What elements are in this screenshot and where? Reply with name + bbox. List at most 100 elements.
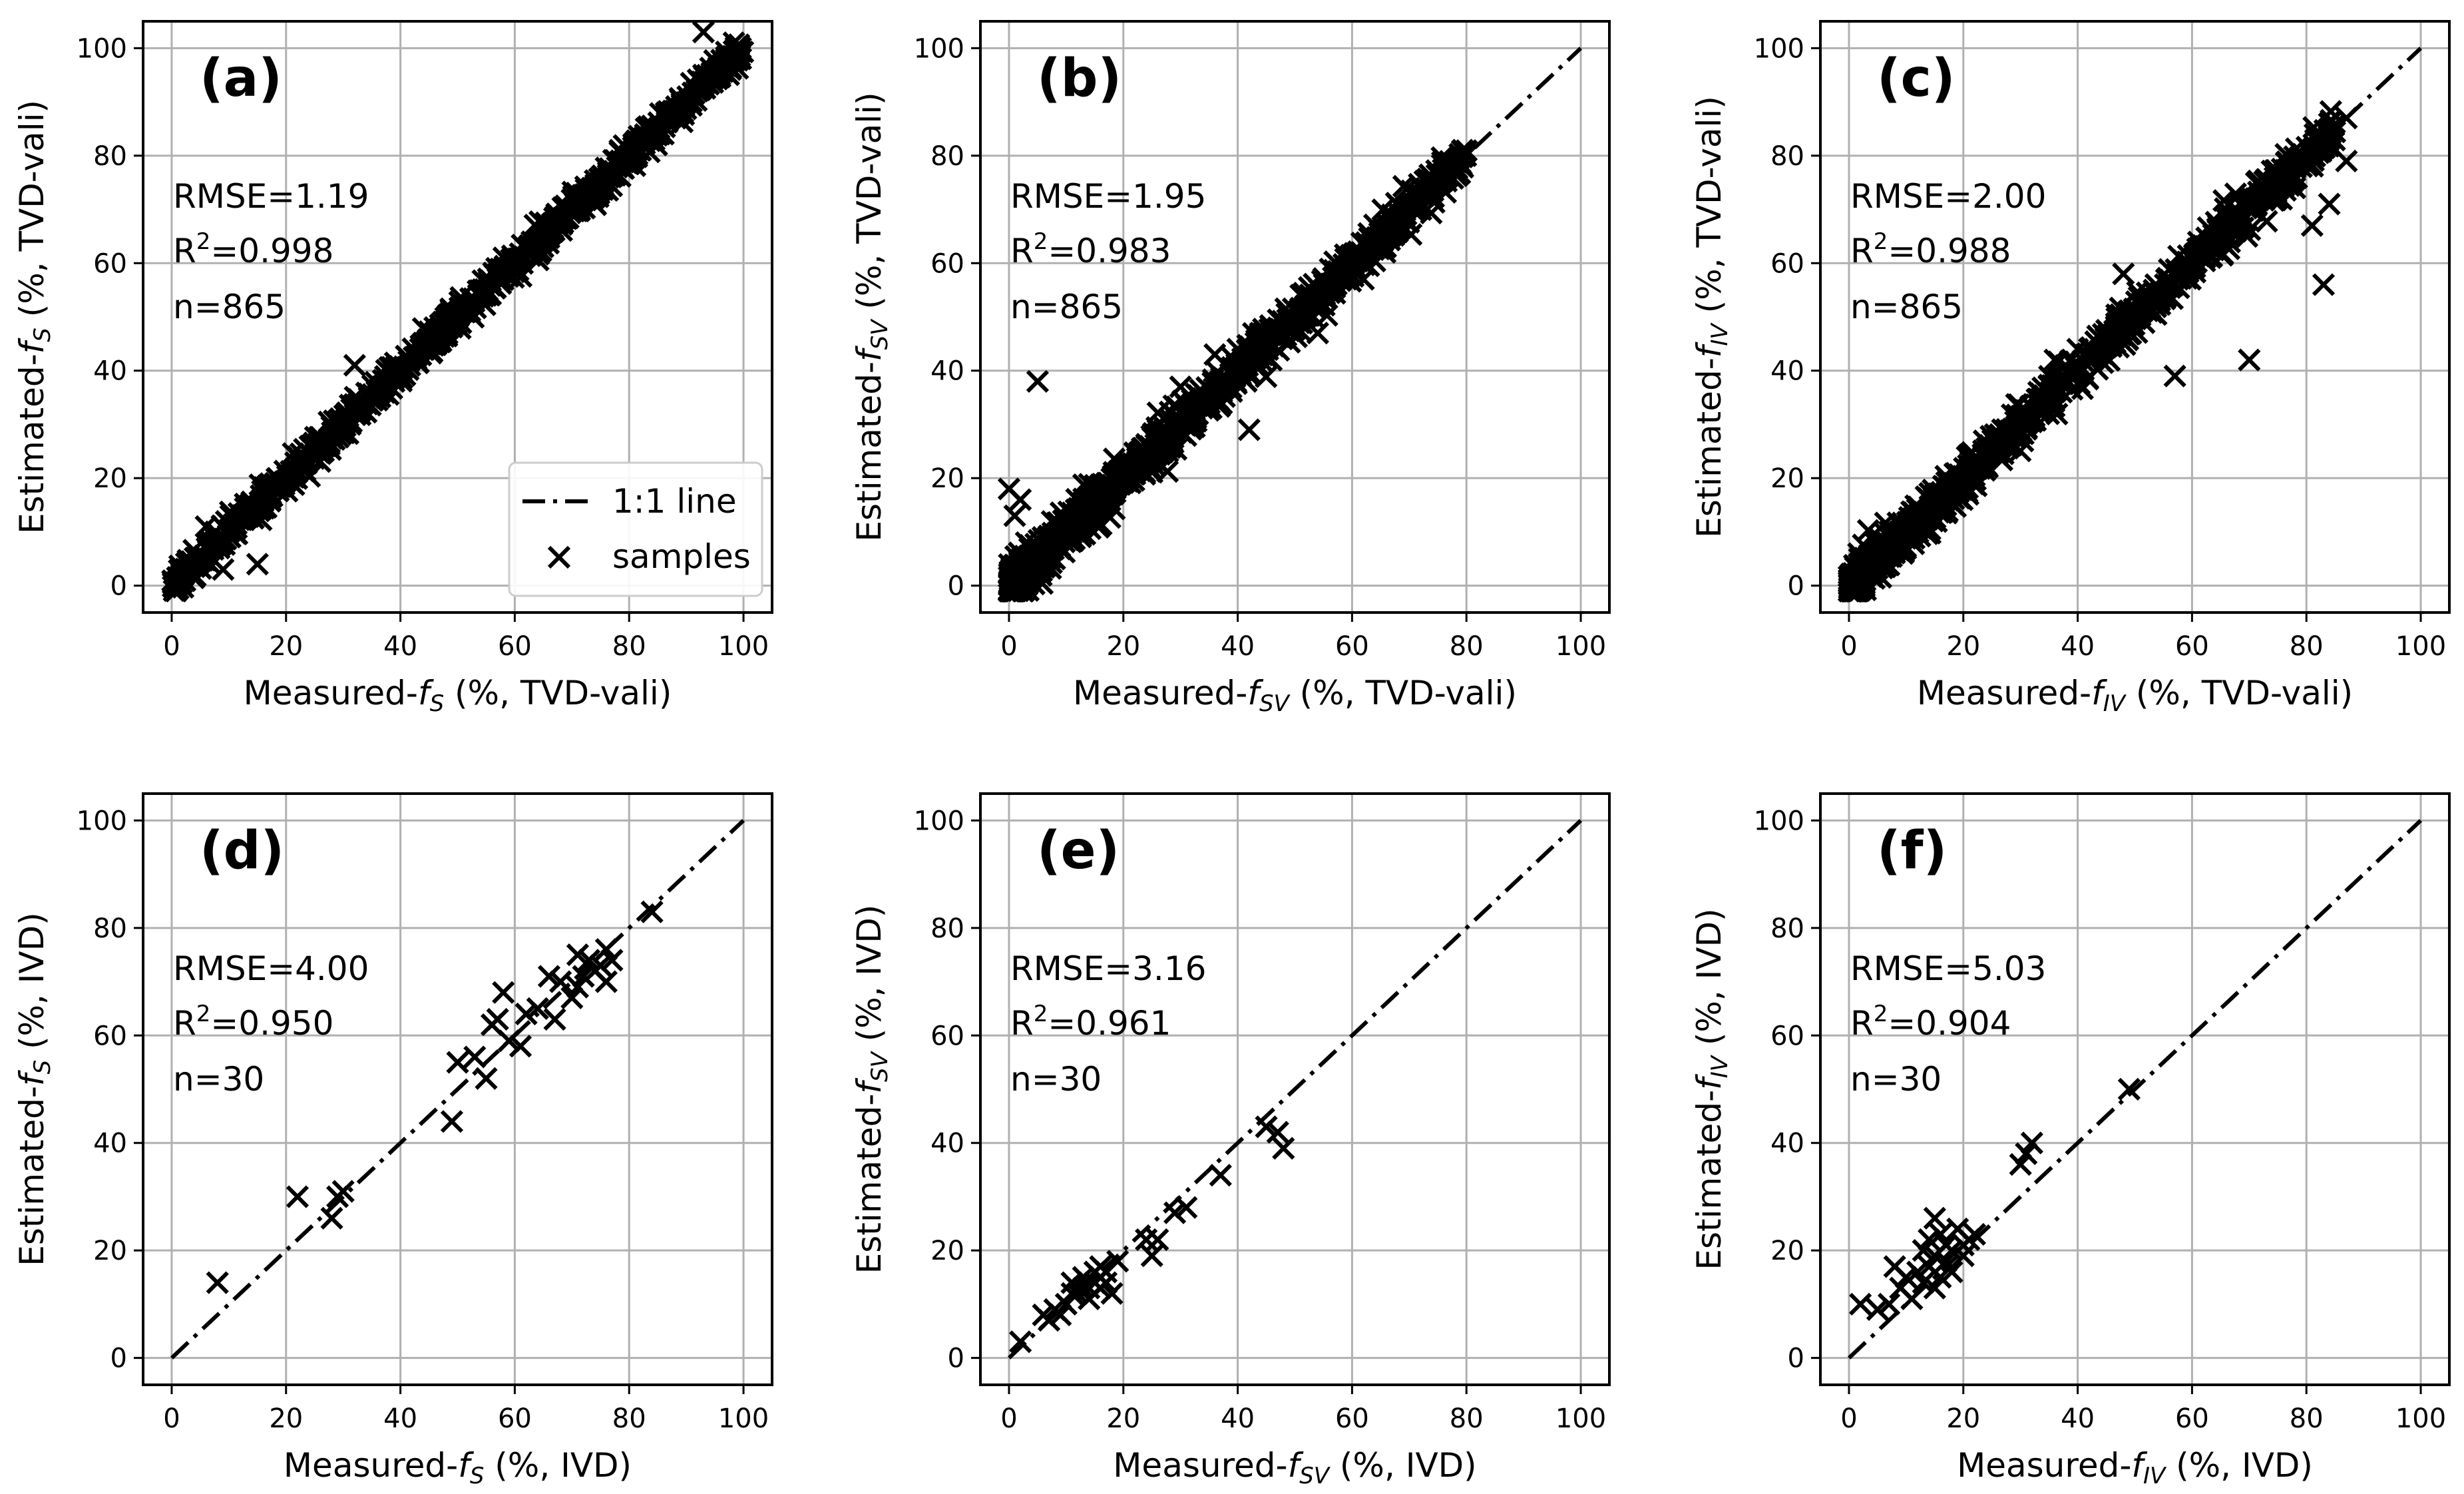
y-tick-label: 40 <box>930 356 964 387</box>
y-tick-label: 0 <box>948 1344 964 1374</box>
sample-point <box>1894 1266 1918 1289</box>
x-tick-label: 40 <box>1221 631 1255 662</box>
axes-frame <box>1819 20 2451 614</box>
y-axis-label: Estimated-fSV (%, TVD-vali) <box>850 92 893 541</box>
sample-point <box>286 445 309 469</box>
x-tick-label: 0 <box>1000 631 1017 662</box>
sample-point <box>1230 359 1253 383</box>
axes-frame <box>142 792 773 1386</box>
sample-point <box>2020 1131 2043 1154</box>
sample-markers <box>1009 1115 1295 1354</box>
x-tick-label: 60 <box>498 1403 532 1434</box>
y-axis-label: Estimated-fS (%, IVD) <box>13 912 56 1266</box>
gridlines <box>143 794 772 1385</box>
sample-point <box>1999 434 2022 457</box>
y-tick-label: 80 <box>93 141 127 172</box>
x-tick-label: 80 <box>2290 1403 2324 1434</box>
sample-point <box>2232 216 2255 240</box>
sample-point <box>1847 564 1870 587</box>
sample-point <box>692 21 716 44</box>
sample-point <box>180 550 203 573</box>
sample-point <box>2149 282 2172 305</box>
sample-point <box>1965 457 1989 480</box>
x-axis-label: Measured-fSV (%, IVD) <box>1113 1446 1476 1489</box>
y-tick-label: 20 <box>1770 1236 1804 1266</box>
x-tick-label: 100 <box>718 1403 769 1434</box>
x-tick-label: 60 <box>498 631 532 662</box>
y-tick-label: 20 <box>93 1236 127 1266</box>
sample-point <box>463 1045 487 1069</box>
sample-point <box>246 553 269 576</box>
y-tick-label: 60 <box>930 248 964 279</box>
axes-frame <box>979 20 1611 614</box>
sample-point <box>2009 1152 2032 1176</box>
sample-point <box>2300 214 2324 237</box>
x-tick-label: 40 <box>1221 1403 1255 1434</box>
x-tick-label: 80 <box>1450 631 1484 662</box>
sample-point <box>1148 424 1171 447</box>
sample-point <box>1009 488 1032 511</box>
x-tick-label: 100 <box>2395 1403 2446 1434</box>
sample-point <box>652 123 675 146</box>
sample-point <box>1197 399 1221 422</box>
scatter-panel-d: 0 0 20 20 40 40 60 60 80 80 100 100 (d) RMSE=4.00 R2=0… <box>13 792 773 1489</box>
sample-point <box>1877 1292 1901 1316</box>
sample-point <box>622 132 646 155</box>
sample-point <box>492 981 515 1004</box>
y-tick-label: 100 <box>1754 806 1804 836</box>
sample-markers <box>206 900 664 1294</box>
y-tick-label: 100 <box>77 33 127 64</box>
sample-point <box>1209 370 1233 393</box>
sample-point <box>1256 333 1279 356</box>
sample-point <box>1912 1271 1935 1294</box>
sample-point <box>343 354 366 377</box>
y-axis-label: Estimated-fIV (%, TVD-vali) <box>1690 96 1733 538</box>
x-tick-label: 100 <box>1555 631 1606 662</box>
y-tick-label: 0 <box>1788 1344 1804 1374</box>
sample-point <box>2312 273 2336 296</box>
sample-point <box>333 421 356 445</box>
sample-point <box>2117 1077 2141 1101</box>
sample-point <box>509 1035 532 1058</box>
y-tick-label: 60 <box>1770 248 1804 279</box>
sample-point <box>2156 266 2179 290</box>
sample-point <box>320 1206 343 1230</box>
sample-point <box>2066 338 2089 361</box>
sample-point <box>1255 365 1278 389</box>
sample-point <box>2318 112 2341 135</box>
rmse-annotation: RMSE=2.00 <box>1850 177 2046 216</box>
sample-point <box>2232 206 2255 230</box>
y-tick-label: 0 <box>1788 571 1804 602</box>
x-tick-label: 40 <box>383 631 417 662</box>
sample-point <box>1169 375 1192 399</box>
x-tick-label: 60 <box>2175 1403 2209 1434</box>
axes-frame <box>1819 792 2451 1386</box>
y-tick-label: 80 <box>930 141 964 172</box>
r2-annotation: R2=0.998 <box>173 228 333 270</box>
sample-point <box>560 986 584 1009</box>
x-tick-label: 80 <box>1450 1403 1484 1434</box>
scatter-panel-e: 0 0 20 20 40 40 60 60 80 80 100 100 (e) RMSE=3.16 R2=0… <box>850 792 1611 1489</box>
sample-point <box>1900 1287 1924 1310</box>
sample-point <box>1856 519 1880 542</box>
sample-point <box>355 381 378 405</box>
sample-point <box>1342 242 1366 265</box>
sample-point <box>202 535 226 558</box>
y-tick-label: 60 <box>93 248 127 279</box>
sample-point <box>693 65 716 89</box>
sample-point <box>276 465 299 488</box>
sample-point <box>1035 528 1058 552</box>
sample-point <box>1266 1120 1289 1144</box>
sample-point <box>1146 1228 1169 1252</box>
gridlines <box>143 21 772 613</box>
sample-point <box>1191 397 1214 420</box>
gridlines <box>1820 21 2449 613</box>
sample-point <box>387 355 411 378</box>
sample-point <box>1251 318 1275 341</box>
sample-point <box>543 1007 566 1031</box>
scatter-panel-a: 0 0 20 20 40 40 60 60 80 80 100 100 (a) RMSE=1.19 R2=0… <box>13 20 773 717</box>
gridlines <box>980 21 1609 613</box>
sample-point <box>330 414 354 437</box>
y-tick-label: 0 <box>110 571 127 602</box>
x-axis-label: Measured-fS (%, TVD-vali) <box>244 674 672 717</box>
